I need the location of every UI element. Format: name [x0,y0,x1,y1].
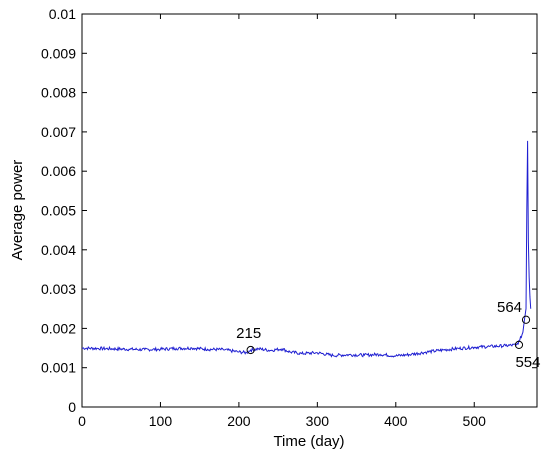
series-line [81,140,532,358]
annotation-marker [514,340,524,350]
x-tick-label: 400 [384,413,408,429]
annotations: 215 564 554 [236,299,540,371]
y-tick-label: 0.002 [41,320,76,336]
y-tick-label: 0.006 [41,163,76,179]
y-tick-label: 0.005 [41,203,76,219]
x-tick-label: 300 [306,413,330,429]
annotation-marker [521,315,531,324]
y-tick-label: 0.004 [41,242,76,258]
annotation-marker [246,345,255,355]
x-axis-label: Time (day) [273,433,344,450]
y-axis-ticks: 0 0.001 0.002 0.003 0.004 0.005 0.006 0.007 0.00… [41,6,537,415]
y-axis-label: Average power [9,160,26,261]
annotation-label: 215 [236,325,261,342]
annotation-label: 564 [497,299,522,316]
y-tick-label: 0.009 [41,45,76,61]
y-tick-label: 0.008 [41,85,76,101]
annotation-label: 554 [515,354,540,371]
x-axis-ticks: 0 100 200 300 400 500 [78,14,486,429]
y-tick-label: 0.01 [49,6,76,22]
y-tick-label: 0 [68,399,76,415]
y-tick-label: 0.007 [41,124,76,140]
y-tick-label: 0.003 [41,281,76,297]
x-tick-label: 500 [463,413,487,429]
plot-area [81,13,538,408]
x-tick-label: 200 [227,413,251,429]
x-tick-label: 0 [78,413,86,429]
x-tick-label: 100 [149,413,173,429]
y-tick-label: 0.001 [41,360,76,376]
